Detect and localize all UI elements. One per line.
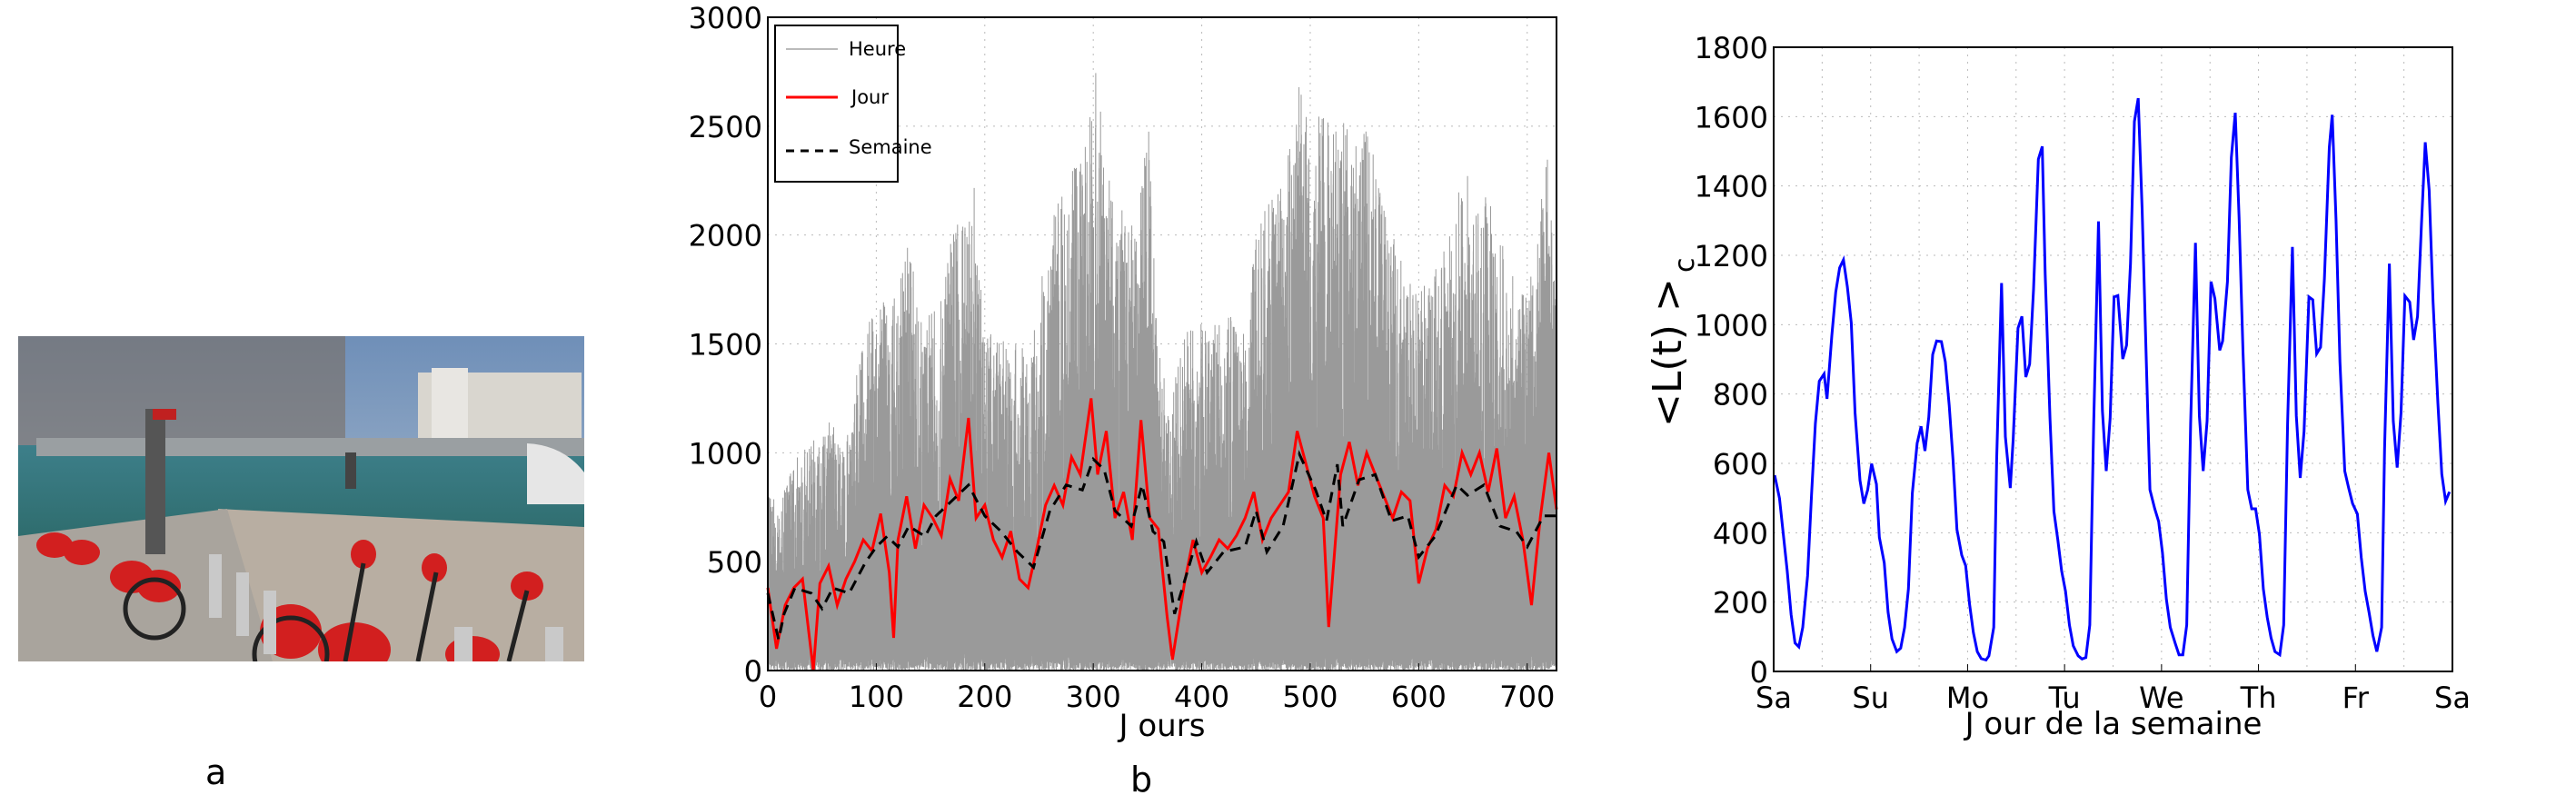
y-tick-label: 1800 bbox=[1695, 31, 1768, 65]
chart-b-frame bbox=[767, 16, 1557, 671]
legend-jour-label: Jour bbox=[850, 86, 889, 108]
x-tick-label: Th bbox=[2240, 681, 2277, 715]
x-tick-label: 100 bbox=[849, 680, 904, 714]
y-tick-label: 800 bbox=[1713, 378, 1768, 412]
x-tick-label: Mo bbox=[1946, 681, 1989, 715]
x-tick-label: 200 bbox=[957, 680, 1012, 714]
y-tick-label: 0 bbox=[1750, 655, 1768, 690]
y-tick-label: 1600 bbox=[1695, 100, 1768, 134]
chart-b-legend: Heure Jour Semaine bbox=[774, 25, 932, 183]
legend-heure-label: Heure bbox=[849, 38, 906, 60]
y-tick-label: 2000 bbox=[689, 219, 762, 253]
series-semaine bbox=[766, 450, 1557, 641]
x-tick-label: 300 bbox=[1066, 680, 1121, 714]
y-tick-label: 1000 bbox=[689, 436, 762, 471]
x-tick-label: Sa bbox=[2434, 681, 2471, 715]
series-jour bbox=[766, 398, 1558, 671]
y-tick-label: 1500 bbox=[689, 328, 762, 363]
x-tick-label: 700 bbox=[1499, 680, 1555, 714]
panel-label-a: a bbox=[205, 752, 227, 792]
svg-text:<L(t) >: <L(t) > bbox=[1645, 278, 1691, 427]
x-tick-label: Su bbox=[1852, 681, 1889, 715]
x-tick-label: 500 bbox=[1282, 680, 1338, 714]
chart-b-daily-load: 0 100 200 300 400 500 600 700 0 500 1000 1500 2000 25… bbox=[689, 1, 1558, 744]
x-tick-label: 400 bbox=[1174, 680, 1229, 714]
x-tick-label: 600 bbox=[1391, 680, 1447, 714]
x-tick-label: 0 bbox=[759, 680, 777, 714]
chart-c-ticks: Sa Su Mo Tu We Th Fr Sa020040060080010001200140… bbox=[1695, 31, 2471, 715]
y-tick-label: 500 bbox=[707, 545, 762, 580]
panel-label-b: b bbox=[1130, 760, 1153, 800]
y-tick-label: 0 bbox=[744, 654, 762, 689]
svg-text:c: c bbox=[1669, 258, 1701, 273]
y-tick-label: 3000 bbox=[689, 1, 762, 35]
bike-station-photo bbox=[18, 336, 584, 661]
x-tick-label: Fr bbox=[2342, 681, 2370, 715]
y-tick-label: 400 bbox=[1713, 516, 1768, 551]
y-tick-label: 2500 bbox=[689, 110, 762, 144]
y-tick-label: 1000 bbox=[1695, 308, 1768, 343]
chart-b-ticks: 0 100 200 300 400 500 600 700 0 500 1000 1500 2000 25… bbox=[689, 1, 1556, 714]
chart-c-ylabel: <L(t) > c bbox=[1645, 258, 1701, 428]
y-tick-label: 1400 bbox=[1695, 170, 1768, 204]
y-tick-label: 600 bbox=[1713, 447, 1768, 482]
chart-b-xlabel: J ours bbox=[1118, 708, 1206, 744]
x-tick-label: We bbox=[2139, 681, 2183, 715]
x-tick-label: Sa bbox=[1755, 681, 1792, 715]
chart-c-weekly-profile: Sa Su Mo Tu We Th Fr Sa020040060080010001200140… bbox=[1645, 31, 2471, 742]
x-tick-label: Tu bbox=[2048, 681, 2081, 715]
legend-semaine-label: Semaine bbox=[849, 136, 932, 158]
chart-c-frame bbox=[1773, 46, 2453, 672]
y-tick-label: 200 bbox=[1713, 586, 1768, 621]
series-weekly-load bbox=[1773, 97, 2452, 662]
y-tick-label: 1200 bbox=[1695, 239, 1768, 273]
chart-c-xlabel: J our de la semaine bbox=[1964, 706, 2263, 742]
